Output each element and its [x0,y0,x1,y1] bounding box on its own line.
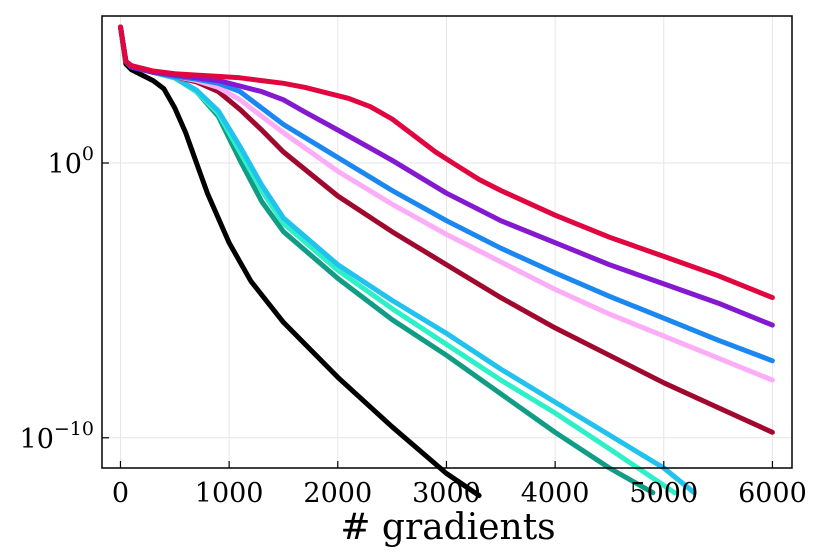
series-line-red [118,24,775,301]
series-line-black [118,24,482,498]
x-tick-label: 5000 [629,478,698,509]
y-tick-label: 10−10 [20,418,94,455]
x-tick-label: 2000 [303,478,372,509]
x-axis-ticks: 0 1000 2000 3000 4000 5000 6000 [112,461,807,509]
y-tick-label: 100 [48,143,94,180]
y-axis-ticks: 100 10−10 [20,143,109,455]
x-axis-label: # gradients [340,507,555,548]
series-line-sky-blue [118,24,697,496]
series-group [118,24,775,498]
x-tick-label: 4000 [521,478,590,509]
x-tick-label: 1000 [195,478,264,509]
x-tick-label: 6000 [738,478,807,509]
x-tick-label: 0 [112,478,129,509]
x-tick-label: 3000 [412,478,481,509]
